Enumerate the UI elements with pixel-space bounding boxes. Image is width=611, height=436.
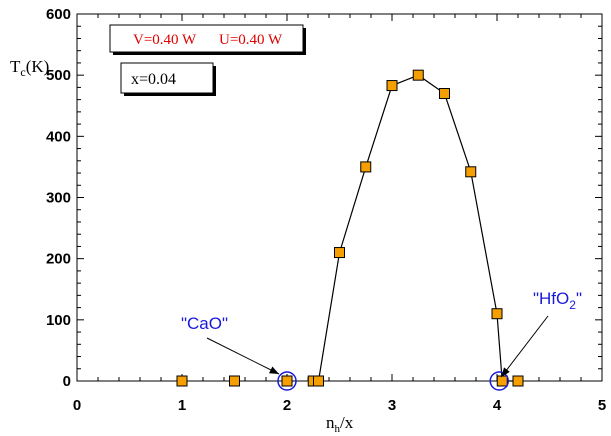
parameter-u: U=0.40 W [219, 32, 283, 48]
x-tick-label: 5 [598, 397, 606, 414]
doping-text: x=0.04 [131, 71, 176, 88]
cao-arrow-shaft [206, 337, 280, 375]
cao-label: "CaO" [181, 314, 228, 333]
y-tick-label: 100 [46, 312, 71, 329]
y-tick-label: 600 [46, 6, 71, 23]
y-axis-label: Tc(K) [10, 57, 49, 79]
data-point [360, 161, 372, 173]
x-label-sub: h [335, 423, 341, 435]
x-axis-ticks: 0 1 2 3 4 5 [73, 14, 606, 414]
series-line [317, 74, 518, 382]
y-tick-label: 0 [63, 373, 71, 390]
x-label-rest: /x [340, 413, 354, 432]
parameter-box: V=0.40 W U=0.40 W [109, 24, 306, 55]
data-point [439, 88, 450, 100]
y-tick-label: 300 [46, 190, 71, 207]
parameter-v: V=0.40 W [133, 32, 197, 48]
hfo2-label: "HfO2" [533, 289, 582, 312]
doping-box-shadow-bottom [124, 93, 216, 96]
y-tick-label: 400 [46, 128, 71, 145]
data-point [512, 375, 524, 387]
hfo2-circle [489, 371, 509, 391]
parameter-box-shadow [303, 28, 306, 55]
x-label-main: n [326, 413, 335, 432]
y-label-sub: c [20, 65, 25, 79]
data-point [491, 308, 503, 320]
data-point [465, 166, 477, 178]
data-point [496, 375, 508, 387]
y-tick-label: 500 [46, 67, 71, 84]
x-tick-label: 4 [493, 397, 502, 414]
y-label-rest: (K) [26, 57, 50, 76]
cao-arrow-head [269, 366, 279, 374]
data-point [334, 247, 345, 259]
hfo2-arrow-head [501, 367, 510, 377]
data-markers [176, 69, 524, 387]
y-axis-ticks: 0 100 200 300 400 500 600 [46, 6, 602, 390]
x-tick-label: 2 [283, 397, 291, 414]
data-point [412, 69, 424, 81]
doping-box: x=0.04 [120, 62, 216, 96]
hfo2-arrow-shaft [500, 315, 549, 378]
data-point [176, 375, 188, 387]
data-point [313, 375, 324, 387]
parameter-box-shadow-bottom [113, 52, 306, 55]
data-point [281, 375, 293, 387]
x-tick-label: 0 [73, 397, 81, 414]
data-point [229, 375, 240, 387]
hfo2-label-main: "HfO [533, 289, 569, 308]
hfo2-label-end: " [576, 289, 582, 308]
x-axis-label: nh/x [326, 413, 354, 435]
y-label-main: T [10, 57, 21, 76]
x-tick-label: 3 [388, 397, 396, 414]
hfo2-label-sub: 2 [569, 298, 576, 312]
cao-circle [277, 371, 297, 391]
x-tick-label: 1 [178, 397, 186, 414]
data-point [386, 80, 398, 92]
doping-box-shadow [213, 66, 216, 96]
y-tick-label: 200 [46, 251, 71, 268]
annotations [206, 315, 549, 391]
